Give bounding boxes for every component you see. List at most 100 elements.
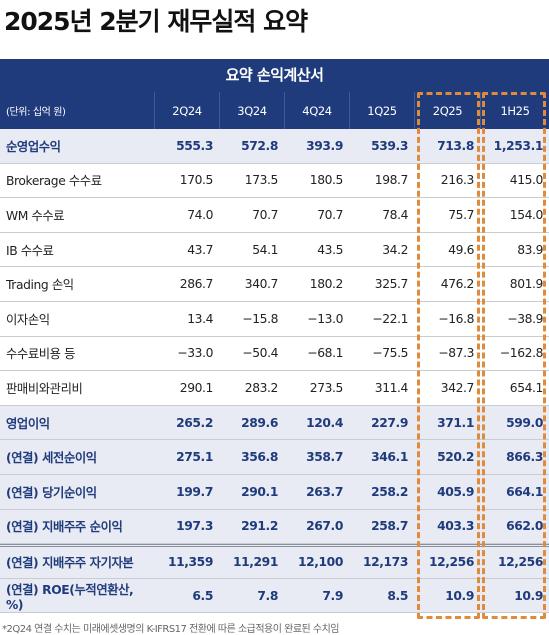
value-cell-4q24: 43.5 <box>317 242 343 257</box>
table-row: (연결) 지배주주 순이익 197.3 291.2 267.0 258.7 403.3 66… <box>0 509 549 545</box>
value-cell-4q24: 393.9 <box>306 138 343 153</box>
table-row: Trading 손익 286.7 340.7 180.2 325.7 476.2 801.9 <box>0 267 549 302</box>
value-cell-1q25: −75.5 <box>372 346 408 361</box>
value-cell-2q25: 75.7 <box>448 207 474 222</box>
table-row: (연결) ROE(누적연환산, %) 6.5 7.8 7.9 8.5 10.9 10.9 <box>0 578 549 614</box>
value-cell-2q25: 403.3 <box>437 519 474 534</box>
footnote: *2Q24 연결 수치는 미래에셋생명의 K-IFRS17 전환에 따른 소급적… <box>2 624 340 635</box>
value-cell-2q25: 476.2 <box>440 277 475 292</box>
table-row: (연결) 당기순이익 199.7 290.1 263.7 258.2 405.9 664.1 <box>0 474 549 510</box>
row-label: (연결) 지배주주 자기자본 <box>6 556 134 571</box>
row-label: 영업이익 <box>6 416 50 431</box>
table-row: IB 수수료 43.7 54.1 43.5 34.2 49.6 83.9 <box>0 233 549 268</box>
value-cell-2q25: 49.6 <box>448 242 474 257</box>
value-cell-2q24: 199.7 <box>176 484 213 499</box>
value-cell-2q25: −16.8 <box>438 311 474 326</box>
value-cell-2q24: −33.0 <box>177 346 213 361</box>
value-cell-2q24: 286.7 <box>179 277 214 292</box>
value-cell-2q24: 265.2 <box>176 415 213 430</box>
value-cell-3q24: −15.8 <box>242 311 278 326</box>
value-cell-1h25: 10.9 <box>514 588 543 603</box>
value-cell-4q24: 7.9 <box>322 588 343 603</box>
value-cell-4q24: 263.7 <box>306 484 343 499</box>
value-cell-1h25: 415.0 <box>509 173 544 188</box>
table-row: (연결) 지배주주 자기자본 11,359 11,291 12,100 12,173 12… <box>0 544 549 579</box>
value-cell-4q24: 273.5 <box>309 380 344 395</box>
value-cell-3q24: 356.8 <box>241 450 278 465</box>
table-body: 순영업수익 555.3 572.8 393.9 539.3 713.8 1,253.1 Bro… <box>0 129 549 614</box>
value-cell-3q24: 7.8 <box>257 588 278 603</box>
value-cell-1h25: 654.1 <box>509 380 544 395</box>
row-label: (연결) 당기순이익 <box>6 485 97 500</box>
value-cell-2q25: −87.3 <box>438 346 474 361</box>
value-cell-2q25: 713.8 <box>437 138 474 153</box>
value-cell-1q25: 325.7 <box>374 277 409 292</box>
value-cell-1h25: 12,256 <box>497 555 543 570</box>
value-cell-1h25: 662.0 <box>506 519 543 534</box>
value-cell-1h25: 664.1 <box>506 484 543 499</box>
value-cell-2q24: 43.7 <box>187 242 213 257</box>
value-cell-4q24: 180.5 <box>309 173 344 188</box>
row-label: 이자손익 <box>6 312 50 327</box>
value-cell-4q24: 267.0 <box>306 519 343 534</box>
value-cell-2q24: 74.0 <box>187 207 213 222</box>
value-cell-3q24: 290.1 <box>241 484 278 499</box>
value-cell-1q25: 198.7 <box>374 173 409 188</box>
income-statement-table: 요약 손익계산서 (단위: 십억 원) 2Q24 3Q24 4Q24 1Q25 … <box>0 59 549 614</box>
value-cell-1q25: 346.1 <box>371 450 408 465</box>
value-cell-4q24: −68.1 <box>307 346 343 361</box>
value-cell-4q24: 180.2 <box>309 277 344 292</box>
value-cell-1q25: 12,173 <box>362 555 408 570</box>
value-cell-2q25: 216.3 <box>440 173 475 188</box>
value-cell-1q25: 258.2 <box>371 484 408 499</box>
table-banner: 요약 손익계산서 <box>0 59 549 92</box>
value-cell-1h25: 599.0 <box>506 415 543 430</box>
value-cell-1h25: 83.9 <box>517 242 543 257</box>
table-row: 순영업수익 555.3 572.8 393.9 539.3 713.8 1,253.1 <box>0 129 549 164</box>
col-header-1q25: 1Q25 <box>349 92 414 129</box>
value-cell-1q25: −22.1 <box>372 311 408 326</box>
row-label: Trading 손익 <box>6 278 74 293</box>
table-row: WM 수수료 74.0 70.7 70.7 78.4 75.7 154.0 <box>0 198 549 233</box>
value-cell-2q24: 170.5 <box>179 173 214 188</box>
value-cell-1h25: 154.0 <box>509 207 544 222</box>
table-row: 판매비와관리비 290.1 283.2 273.5 311.4 342.7 654.1 <box>0 371 549 406</box>
value-cell-4q24: 70.7 <box>317 207 343 222</box>
row-label: WM 수수료 <box>6 208 65 223</box>
row-label: 수수료비용 등 <box>6 347 75 362</box>
value-cell-1h25: −38.9 <box>507 311 543 326</box>
value-cell-2q25: 405.9 <box>437 484 474 499</box>
value-cell-4q24: −13.0 <box>307 311 343 326</box>
row-label: 순영업수익 <box>6 139 61 154</box>
value-cell-1h25: 801.9 <box>509 277 544 292</box>
value-cell-1h25: 1,253.1 <box>493 138 544 153</box>
table-row: Brokerage 수수료 170.5 173.5 180.5 198.7 216.3 41… <box>0 164 549 199</box>
col-header-1h25: 1H25 <box>480 92 549 129</box>
value-cell-2q24: 197.3 <box>176 519 213 534</box>
value-cell-2q25: 371.1 <box>437 415 474 430</box>
value-cell-4q24: 120.4 <box>306 415 343 430</box>
value-cell-1q25: 8.5 <box>387 588 408 603</box>
value-cell-3q24: 11,291 <box>232 555 278 570</box>
value-cell-3q24: 572.8 <box>241 138 278 153</box>
table-header-row: (단위: 십억 원) 2Q24 3Q24 4Q24 1Q25 2Q25 1H25 <box>0 92 549 129</box>
col-header-2q25: 2Q25 <box>414 92 480 129</box>
value-cell-3q24: −50.4 <box>242 346 278 361</box>
table-row: 이자손익 13.4 −15.8 −13.0 −22.1 −16.8 −38.9 <box>0 302 549 337</box>
value-cell-1q25: 258.7 <box>371 519 408 534</box>
value-cell-2q25: 520.2 <box>437 450 474 465</box>
row-label: 판매비와관리비 <box>6 381 83 396</box>
table-row: (연결) 세전순이익 275.1 356.8 358.7 346.1 520.2 866.3 <box>0 440 549 475</box>
col-header-4q24: 4Q24 <box>284 92 349 129</box>
value-cell-3q24: 289.6 <box>241 415 278 430</box>
row-label: (연결) 세전순이익 <box>6 451 97 466</box>
value-cell-1q25: 78.4 <box>382 207 408 222</box>
value-cell-2q25: 342.7 <box>440 380 475 395</box>
value-cell-1q25: 539.3 <box>371 138 408 153</box>
value-cell-1q25: 34.2 <box>382 242 408 257</box>
value-cell-3q24: 54.1 <box>252 242 278 257</box>
row-label: Brokerage 수수료 <box>6 174 102 189</box>
value-cell-2q24: 290.1 <box>179 380 214 395</box>
value-cell-3q24: 283.2 <box>244 380 279 395</box>
value-cell-4q24: 358.7 <box>306 450 343 465</box>
